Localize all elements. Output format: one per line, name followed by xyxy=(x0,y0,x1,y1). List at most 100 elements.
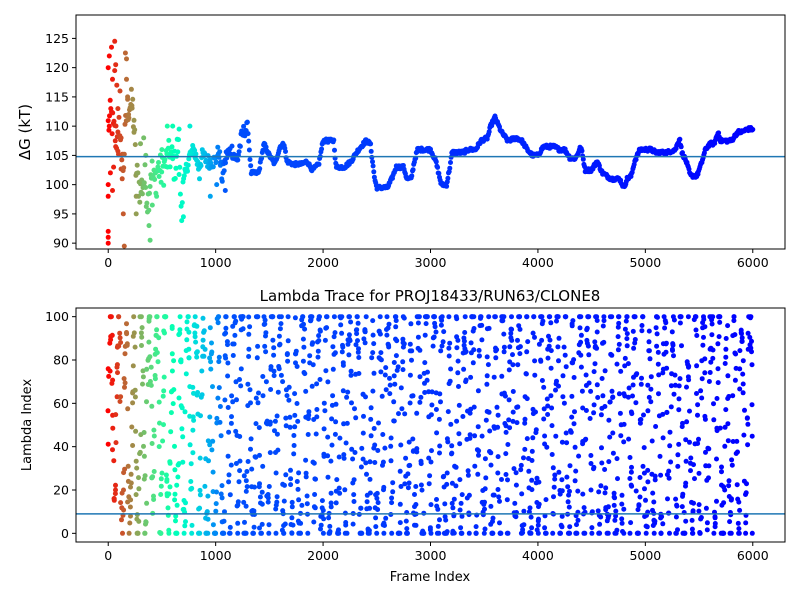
lambda-point xyxy=(230,353,236,358)
lambda-point xyxy=(555,314,561,320)
lambda-point xyxy=(473,524,479,530)
lambda-point xyxy=(134,512,140,518)
lambda-point xyxy=(486,409,492,415)
lambda-point xyxy=(292,412,298,418)
lambda-point xyxy=(432,314,437,320)
lambda-point xyxy=(302,326,308,332)
delta-g-point xyxy=(109,131,115,137)
lambda-point xyxy=(128,480,134,486)
lambda-point xyxy=(535,522,541,528)
lambda-point xyxy=(149,441,155,446)
lambda-point xyxy=(144,399,149,405)
lambda-point xyxy=(112,491,118,497)
lambda-point xyxy=(729,457,735,463)
lambda-point xyxy=(717,425,723,431)
lambda-point xyxy=(351,477,357,483)
lambda-point xyxy=(381,530,387,536)
lambda-point xyxy=(548,320,554,326)
lambda-point xyxy=(194,323,200,329)
lambda-point xyxy=(293,348,299,354)
lambda-point xyxy=(117,335,123,341)
delta-g-point xyxy=(113,62,119,68)
lambda-point xyxy=(390,489,396,495)
delta-g-point xyxy=(134,162,140,168)
lambda-point xyxy=(556,335,562,341)
lambda-point xyxy=(445,409,451,415)
lambda-point xyxy=(539,378,545,383)
lambda-point xyxy=(747,315,753,321)
lambda-point xyxy=(515,362,521,368)
lambda-point xyxy=(409,348,415,354)
lambda-point xyxy=(362,340,368,346)
lambda-point xyxy=(676,407,682,413)
delta-g-point xyxy=(247,157,253,162)
lambda-point xyxy=(248,446,253,452)
lambda-point xyxy=(596,530,602,536)
lambda-point xyxy=(615,334,621,340)
lambda-point xyxy=(684,419,690,425)
delta-g-point xyxy=(223,160,228,166)
delta-g-point xyxy=(185,168,190,174)
lambda-point xyxy=(642,486,647,492)
lambda-point xyxy=(607,399,613,405)
lambda-point xyxy=(636,502,642,508)
lambda-point xyxy=(197,487,203,493)
lambda-point xyxy=(311,519,317,525)
lambda-point xyxy=(171,358,177,364)
lambda-point xyxy=(440,339,446,345)
lambda-point xyxy=(615,324,621,330)
lambda-point xyxy=(574,522,579,528)
delta-g-point xyxy=(105,118,111,124)
lambda-point xyxy=(368,433,374,439)
lambda-point xyxy=(263,330,269,336)
lambda-point xyxy=(237,377,242,382)
lambda-point xyxy=(695,412,700,418)
lambda-point xyxy=(386,321,392,327)
lambda-point xyxy=(347,338,353,344)
lambda-point xyxy=(556,469,562,475)
lambda-point xyxy=(492,314,498,320)
lambda-point xyxy=(545,355,551,361)
delta-g-point xyxy=(283,149,288,154)
delta-g-point xyxy=(109,44,114,50)
lambda-point xyxy=(444,481,450,487)
lambda-point xyxy=(725,438,731,444)
delta-g-point xyxy=(750,127,756,132)
lambda-point xyxy=(426,455,432,461)
lambda-point xyxy=(679,343,684,349)
lambda-point xyxy=(463,349,469,355)
lambda-point xyxy=(412,492,417,497)
lambda-point xyxy=(222,397,228,403)
lambda-point xyxy=(514,420,520,426)
lambda-point xyxy=(496,494,502,500)
lambda-point xyxy=(437,391,443,397)
lambda-point xyxy=(391,373,397,379)
lambda-point xyxy=(543,497,549,503)
lambda-point xyxy=(363,394,368,400)
lambda-point xyxy=(233,428,239,434)
lambda-point xyxy=(197,492,203,498)
lambda-point xyxy=(671,353,676,359)
lambda-point xyxy=(601,314,607,320)
lambda-point xyxy=(276,364,282,369)
lambda-point xyxy=(588,487,594,493)
lambda-point xyxy=(726,394,732,399)
lambda-point xyxy=(151,433,157,439)
lambda-point xyxy=(171,387,177,393)
lambda-point xyxy=(660,411,666,417)
lambda-point xyxy=(428,459,434,465)
lambda-point xyxy=(503,472,509,477)
lambda-point xyxy=(531,314,537,320)
lambda-point xyxy=(274,431,280,437)
lambda-point xyxy=(246,314,252,320)
lambda-point xyxy=(317,377,323,382)
lambda-point xyxy=(189,485,195,491)
lambda-point xyxy=(538,314,544,320)
lambda-point xyxy=(685,314,691,320)
lambda-point xyxy=(606,417,612,423)
delta-g-point xyxy=(121,243,127,249)
lambda-point xyxy=(424,377,430,383)
lambda-point xyxy=(621,439,627,445)
lambda-point xyxy=(336,527,341,533)
lambda-point xyxy=(353,342,359,348)
